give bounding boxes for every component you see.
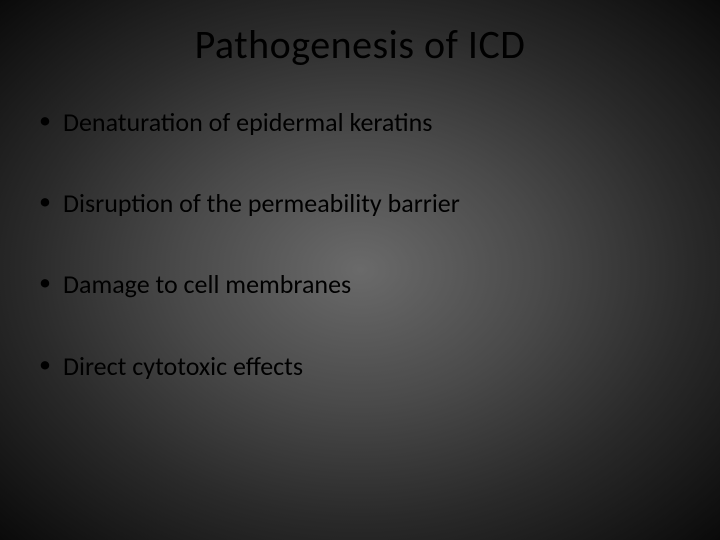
slide-title: Pathogenesis of ICD (0, 20, 720, 69)
slide: Pathogenesis of ICD Denaturation of epid… (0, 0, 720, 540)
bullet-item: Disruption of the permeability barrier (35, 188, 720, 219)
bullet-item: Denaturation of epidermal keratins (35, 107, 720, 138)
bullet-list: Denaturation of epidermal keratins Disru… (0, 107, 720, 382)
bullet-item: Direct cytotoxic effects (35, 351, 720, 382)
bullet-item: Damage to cell membranes (35, 269, 720, 300)
